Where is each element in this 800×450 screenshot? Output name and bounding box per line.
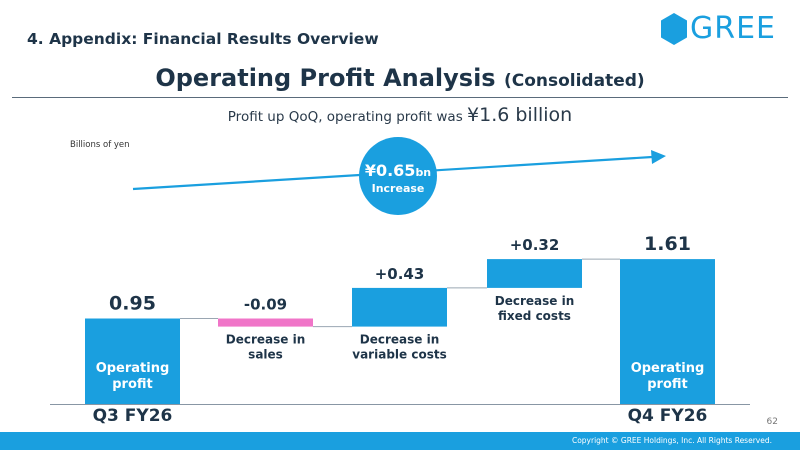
- summary-line: Profit up QoQ, operating profit was ¥1.6…: [0, 104, 800, 126]
- waterfall-bar: [620, 259, 715, 404]
- bar-caption: Decrease in variable costs: [352, 333, 446, 362]
- bar-value-label: +0.43: [375, 265, 425, 283]
- section-title: 4. Appendix: Financial Results Overview: [27, 30, 379, 48]
- increase-circle: [359, 137, 437, 215]
- bar-value-label: 1.61: [644, 233, 691, 255]
- hexagon-logo-icon: [661, 13, 687, 45]
- bar-caption: Decrease in fixed costs: [495, 294, 574, 323]
- page-number: 62: [766, 417, 778, 427]
- waterfall-bar: [218, 318, 313, 327]
- bar-caption: Decrease in sales: [226, 333, 305, 362]
- waterfall-bar: [85, 318, 180, 404]
- gree-logo: GREE: [660, 11, 780, 48]
- bar-inner-label: Operating profit: [96, 361, 170, 392]
- page-title-main: Operating Profit Analysis: [155, 64, 496, 92]
- copyright-text: Copyright © GREE Holdings, Inc. All Righ…: [571, 436, 772, 445]
- page-title-suffix: (Consolidated): [503, 71, 645, 91]
- page-title: Operating Profit Analysis (Consolidated): [0, 64, 800, 92]
- summary-prefix: Profit up QoQ, operating profit was: [227, 109, 463, 125]
- summary-value: ¥1.6 billion: [467, 104, 573, 126]
- category-label: Q4 FY26: [628, 406, 708, 426]
- waterfall-bar: [487, 259, 582, 288]
- bar-value-label: -0.09: [244, 296, 287, 314]
- bar-inner-label: Operating profit: [631, 361, 705, 392]
- bar-value-label: 0.95: [109, 293, 156, 315]
- increase-value: ¥0.65bn: [365, 161, 431, 180]
- title-divider: [12, 97, 788, 98]
- unit-label: Billions of yen: [70, 140, 130, 150]
- waterfall-bar: [352, 287, 447, 327]
- bar-value-label: +0.32: [510, 236, 560, 254]
- category-label: Q3 FY26: [93, 406, 173, 426]
- increase-label: Increase: [372, 182, 425, 195]
- footer-bar: Copyright © GREE Holdings, Inc. All Righ…: [0, 432, 800, 450]
- logo-text: GREE: [690, 11, 777, 46]
- trend-arrow-head-icon: [651, 150, 666, 164]
